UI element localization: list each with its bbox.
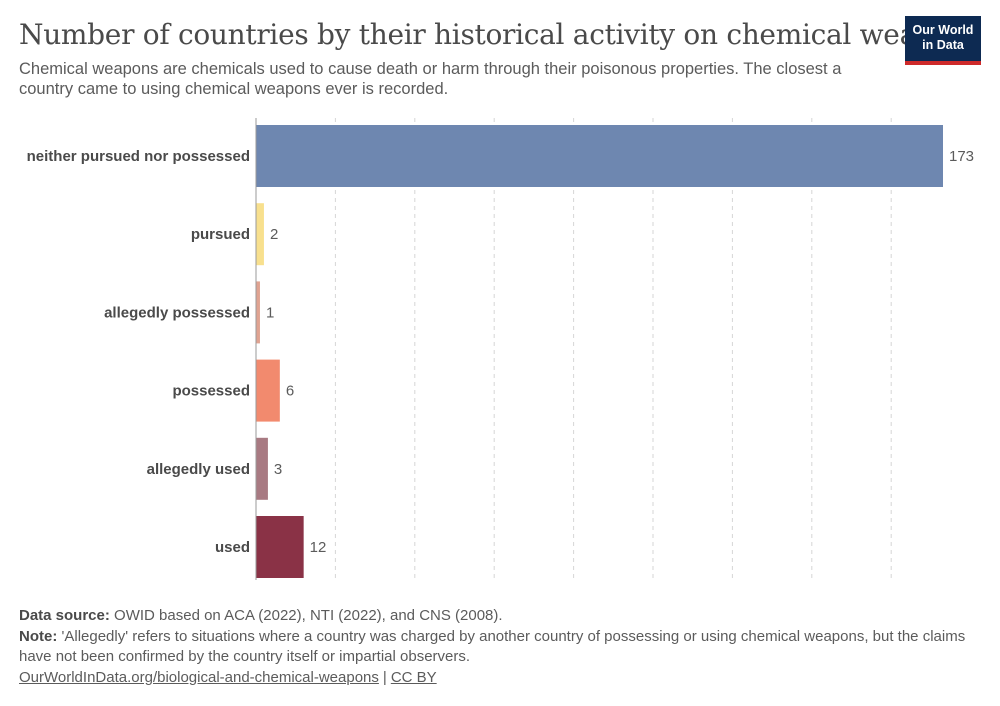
logo-line-2: in Data [922, 38, 964, 52]
category-label: possessed [172, 383, 250, 400]
logo-line-1: Our World [912, 23, 974, 37]
bar[interactable] [256, 281, 260, 344]
data-label: 173 [949, 148, 974, 165]
data-label: 12 [310, 539, 327, 556]
category-label: used [215, 539, 250, 556]
license-link[interactable]: CC BY [390, 669, 437, 686]
footer-links: OurWorldInData.org/biological-and-chemic… [19, 668, 979, 688]
link-separator: | [382, 669, 387, 686]
category-label: neither pursued nor possessed [27, 148, 250, 165]
data-label: 3 [274, 461, 282, 478]
chart-note: Note: 'Allegedly' refers to situations w… [19, 627, 979, 667]
data-label: 2 [270, 226, 278, 243]
owid-logo[interactable]: Our World in Data [905, 16, 981, 65]
bar[interactable] [256, 125, 943, 187]
category-label: allegedly possessed [104, 304, 250, 321]
category-label: pursued [191, 226, 250, 243]
chart-subtitle: Chemical weapons are chemicals used to c… [19, 60, 842, 98]
data-source: Data source: OWID based on ACA (2022), N… [19, 606, 979, 626]
data-source-text: OWID based on ACA (2022), NTI (2022), an… [114, 607, 503, 624]
bar[interactable] [256, 203, 264, 266]
note-text: 'Allegedly' refers to situations where a… [19, 628, 966, 665]
source-page-link[interactable]: OurWorldInData.org/biological-and-chemic… [19, 669, 379, 686]
bar-chart: neither pursued nor possessed 173 pursued 2… [27, 118, 974, 580]
bar[interactable] [256, 437, 268, 500]
data-label: 1 [266, 304, 274, 321]
bar[interactable] [256, 359, 280, 422]
note-label: Note: [19, 628, 58, 645]
data-label: 6 [286, 383, 294, 400]
category-label: allegedly used [147, 461, 250, 478]
chart-title: Number of countries by their historical … [19, 18, 982, 51]
bar[interactable] [256, 516, 304, 578]
data-source-label: Data source: [19, 607, 110, 624]
